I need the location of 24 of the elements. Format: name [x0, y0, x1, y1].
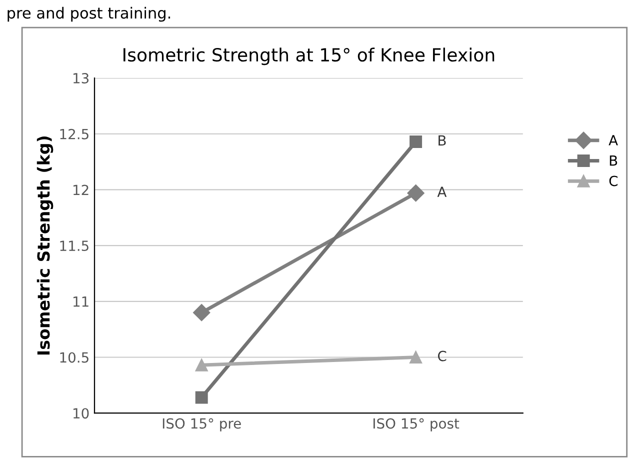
y-tick-label: 11: [73, 296, 88, 307]
point: [195, 391, 208, 404]
text: pre and post training.: [8, 6, 170, 22]
text: A: [437, 186, 447, 197]
legend-label: B: [610, 156, 618, 166]
legend-label: A: [608, 135, 618, 146]
point: [410, 351, 422, 364]
point: [410, 135, 422, 148]
point: [195, 358, 208, 372]
text: C: [438, 350, 446, 362]
y-tick-label: 10.5: [60, 352, 88, 363]
x-tick-label: ISO 15° pre: [162, 418, 241, 432]
point: [407, 184, 424, 202]
y-tick-label: 13: [73, 73, 89, 84]
legend-label: C: [609, 176, 618, 186]
text: B: [438, 135, 446, 146]
y-tick-label: 12: [73, 184, 88, 195]
point: [193, 304, 210, 322]
y-axis-title: Isometric Strength (kg): [36, 136, 54, 355]
x-tick-label: ISO 15° post: [374, 418, 460, 432]
y-tick-label: 10: [73, 408, 89, 419]
chart-title: Isometric Strength at 15° of Knee Flexion: [124, 48, 494, 66]
y-tick-label: 12.5: [60, 128, 88, 140]
y-tick-label: 11.5: [60, 240, 88, 252]
